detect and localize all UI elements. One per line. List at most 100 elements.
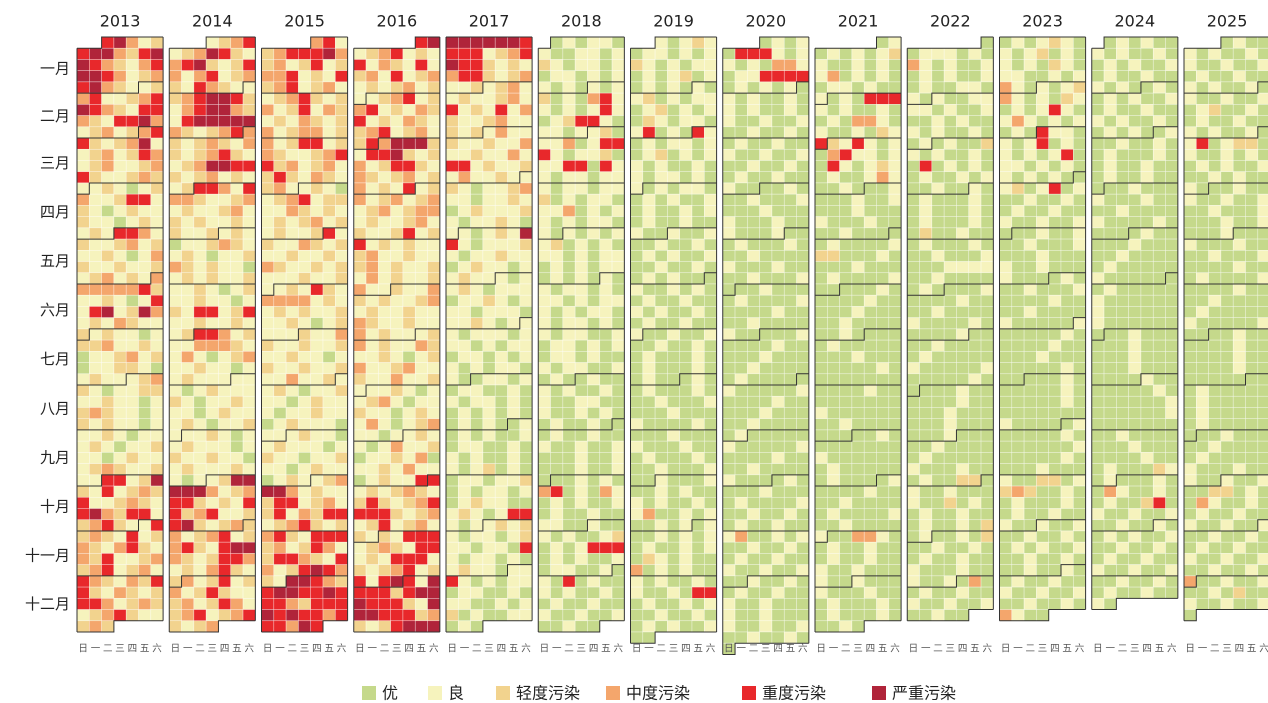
day-cell: [150, 429, 164, 442]
day-cell: [654, 541, 668, 554]
day-cell: [691, 137, 705, 150]
day-cell: [771, 205, 785, 217]
day-cell: [679, 452, 693, 464]
day-cell: [482, 47, 496, 60]
day-cell: [205, 598, 219, 610]
day-cell: [1116, 227, 1129, 240]
day-cell: [814, 81, 828, 94]
day-cell: [599, 317, 613, 330]
day-cell: [334, 508, 348, 521]
day-cell: [113, 553, 127, 565]
day-cell: [353, 227, 367, 240]
day-cell: [537, 575, 551, 588]
weekday-label: 四: [1050, 644, 1060, 655]
day-cell: [1116, 182, 1129, 195]
day-cell: [1103, 36, 1117, 49]
day-cell: [261, 373, 275, 386]
day-cell: [519, 564, 533, 577]
day-cell: [125, 306, 139, 318]
day-cell: [353, 496, 367, 509]
day-cell: [181, 328, 195, 341]
day-cell: [980, 373, 994, 386]
day-cell: [876, 609, 890, 622]
day-cell: [759, 92, 773, 105]
day-cell: [482, 104, 496, 116]
day-cell: [482, 272, 496, 285]
day-cell: [722, 620, 736, 633]
day-cell: [89, 216, 102, 229]
day-cell: [1140, 261, 1154, 274]
day-cell: [943, 407, 957, 419]
day-cell: [1220, 586, 1234, 599]
day-cell: [1036, 339, 1050, 352]
month-boundary: [906, 36, 994, 622]
day-cell: [1036, 294, 1050, 307]
day-cell: [537, 81, 551, 94]
day-cell: [876, 238, 890, 251]
day-cell: [1023, 160, 1037, 173]
day-cell: [851, 384, 865, 397]
day-cell: [747, 429, 760, 442]
day-cell: [747, 59, 760, 71]
day-cell: [273, 519, 287, 532]
day-cell: [285, 126, 299, 139]
day-cell: [378, 81, 391, 94]
day-cell: [470, 148, 484, 161]
day-cell: [101, 339, 115, 352]
day-cell: [457, 508, 471, 521]
day-cell: [365, 261, 379, 274]
day-cell: [734, 418, 748, 431]
day-cell: [722, 115, 736, 128]
day-cell: [968, 395, 982, 408]
day-cell: [76, 452, 90, 464]
day-cell: [906, 227, 920, 240]
day-cell: [1023, 553, 1037, 565]
day-cell: [1103, 283, 1117, 296]
day-cell: [1048, 328, 1062, 341]
day-cell: [1257, 463, 1268, 476]
day-cell: [1048, 59, 1062, 71]
day-cell: [587, 519, 601, 532]
day-cell: [537, 508, 551, 521]
day-cell: [1103, 407, 1117, 419]
day-cell: [839, 126, 853, 139]
day-cell: [876, 294, 890, 307]
day-cell: [298, 250, 311, 262]
day-cell: [888, 328, 902, 341]
day-cell: [1257, 351, 1268, 363]
day-cell: [322, 598, 336, 610]
weekday-label: 五: [878, 644, 888, 655]
day-cell: [1152, 429, 1166, 442]
day-cell: [507, 148, 521, 161]
day-cell: [101, 564, 115, 577]
day-cell: [1165, 575, 1179, 588]
day-cell: [654, 553, 668, 565]
day-cell: [839, 283, 853, 296]
day-cell: [1103, 496, 1117, 509]
day-cell: [906, 519, 920, 532]
day-cell: [796, 250, 810, 262]
day-cell: [562, 575, 576, 588]
day-cell: [537, 530, 551, 543]
day-cell: [457, 59, 471, 71]
day-cell: [679, 351, 693, 363]
day-cell: [863, 384, 877, 397]
day-cell: [747, 530, 760, 543]
day-cell: [113, 541, 127, 554]
day-cell: [562, 70, 576, 83]
day-cell: [980, 193, 994, 206]
day-cell: [931, 452, 945, 464]
day-cell: [168, 193, 182, 206]
day-cell: [470, 126, 484, 139]
day-cell: [747, 508, 760, 521]
day-cell: [814, 148, 828, 161]
day-cell: [771, 250, 785, 262]
day-cell: [457, 496, 471, 509]
day-cell: [193, 59, 207, 71]
day-cell: [630, 519, 644, 532]
day-cell: [101, 171, 115, 184]
day-cell: [193, 47, 207, 60]
day-cell: [353, 440, 367, 453]
day-cell: [414, 440, 428, 453]
day-cell: [150, 351, 164, 363]
